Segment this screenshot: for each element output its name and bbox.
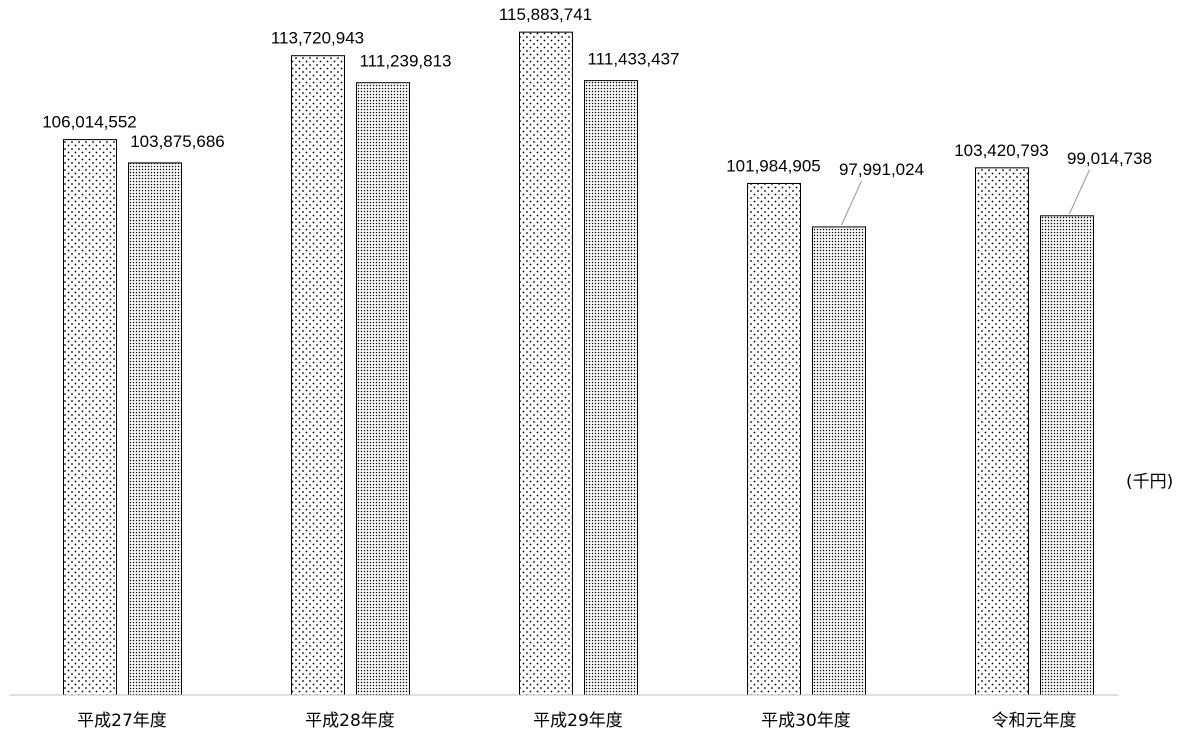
bar-series1-2	[291, 55, 345, 696]
bar-series1-1	[63, 139, 117, 696]
bar-series1-5	[975, 167, 1029, 696]
unit-label: (千円)	[1126, 472, 1173, 492]
bar-series1-3	[519, 31, 573, 696]
category-label-5: 令和元年度	[992, 711, 1077, 731]
data-label-series1-2: 113,720,943	[271, 29, 364, 48]
leader-line-series2-5	[1068, 169, 1091, 215]
data-label-series1-1: 106,014,552	[42, 113, 137, 132]
data-label-series2-2: 111,239,813	[359, 52, 451, 71]
bar-series2-4	[812, 226, 866, 696]
category-label-4: 平成30年度	[761, 711, 851, 731]
data-label-series2-3: 111,433,437	[587, 50, 679, 69]
leader-line-series2-4	[840, 180, 863, 226]
data-label-series2-4: 97,991,024	[839, 160, 924, 179]
category-label-1: 平成27年度	[77, 711, 167, 731]
category-labels: 平成27年度 平成28年度 平成29年度 平成30年度 令和元年度	[77, 711, 1076, 731]
bar-series1-4	[747, 182, 801, 696]
bar-series2-2	[356, 82, 410, 696]
data-label-series2-5: 99,014,738	[1067, 149, 1152, 168]
category-label-2: 平成28年度	[305, 711, 395, 731]
bar-series2-3	[584, 80, 638, 696]
data-label-series2-1: 103,875,686	[130, 132, 225, 151]
data-label-series1-3: 115,883,741	[499, 5, 592, 24]
data-label-series1-5: 103,420,793	[954, 141, 1049, 160]
category-label-3: 平成29年度	[533, 711, 623, 731]
bar-series2-5	[1040, 215, 1094, 696]
bar-series2-1	[128, 162, 182, 696]
bars-layer	[63, 31, 1094, 696]
data-label-series1-4: 101,984,905	[726, 156, 821, 175]
